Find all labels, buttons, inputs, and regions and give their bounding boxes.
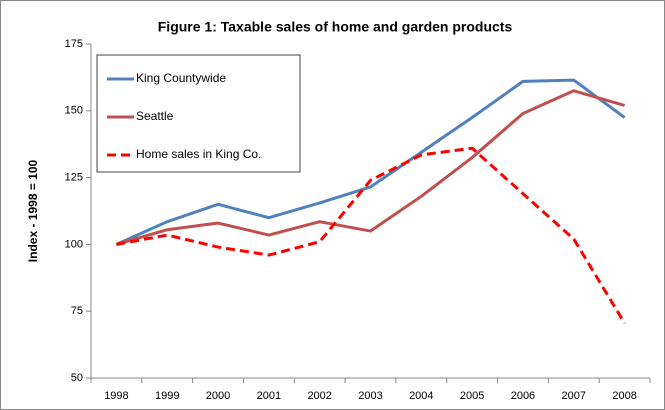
- x-tick-label: 2002: [307, 390, 331, 402]
- legend-text: Seattle: [136, 109, 174, 123]
- legend-text: Home sales in King Co.: [136, 147, 261, 161]
- y-axis-label: Index - 1998 = 100: [26, 159, 40, 262]
- series-line: [115, 89, 626, 246]
- x-tick-label: 1999: [155, 390, 179, 402]
- x-tick-label: 2000: [206, 390, 230, 402]
- y-tick-label: 175: [65, 38, 83, 50]
- y-tick-label: 100: [65, 238, 83, 250]
- y-tick-label: 50: [71, 372, 83, 384]
- x-tick-label: 2001: [257, 390, 281, 402]
- x-tick-label: 2004: [409, 390, 433, 402]
- x-tick-label: 2005: [460, 390, 484, 402]
- series-line: [115, 78, 626, 246]
- x-tick-label: 1998: [104, 390, 128, 402]
- chart-title: Figure 1: Taxable sales of home and gard…: [158, 19, 513, 35]
- series-line: [116, 146, 626, 324]
- legend-box: [96, 54, 301, 173]
- y-tick-label: 150: [65, 105, 83, 117]
- x-tick-label: 2006: [511, 390, 535, 402]
- x-tick-label: 2007: [562, 390, 586, 402]
- x-tick-label: 2003: [358, 390, 382, 402]
- y-tick-label: 125: [65, 172, 83, 184]
- y-tick-label: 75: [71, 305, 83, 317]
- x-tick-label: 2008: [612, 390, 636, 402]
- legend-text: King Countywide: [136, 71, 226, 85]
